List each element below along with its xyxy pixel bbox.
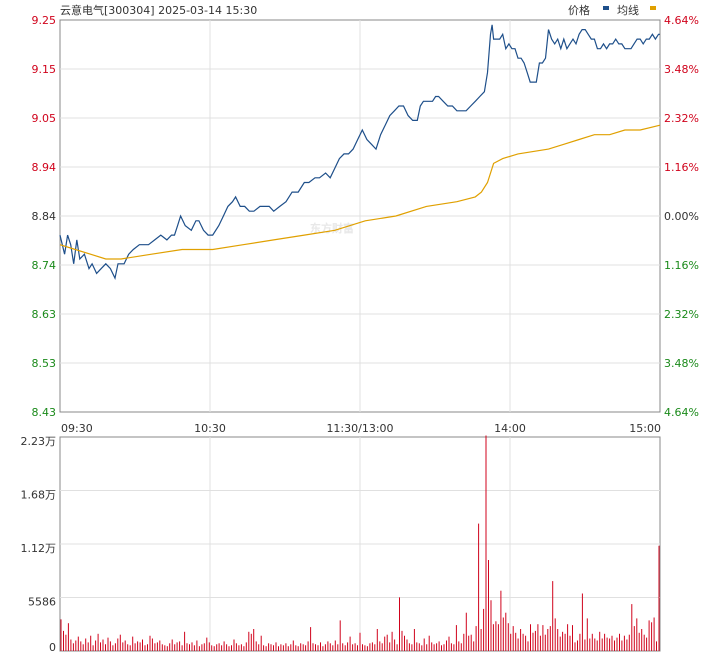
- y-left-tick-label: 8.84: [32, 210, 57, 223]
- y-left-tick-label: 8.74: [32, 259, 57, 272]
- legend-avg-label: 均线: [617, 3, 639, 17]
- y-left-tick-label: 9.05: [32, 112, 57, 125]
- y-left-tick-label: 8.63: [32, 308, 57, 321]
- x-tick-label: 10:30: [194, 422, 226, 435]
- x-tick-label: 14:00: [494, 422, 526, 435]
- price-series-line: [59, 24, 660, 280]
- price-panel: 9.25 4.64% 9.15 3.48% 9.05 2.32% 8.94 1.16% 8.84…: [32, 14, 699, 435]
- y-left-tick-label: 9.15: [32, 63, 57, 76]
- y-right-tick-label: 2.32%: [664, 308, 699, 321]
- volume-y-tick-label: 2.23万: [21, 435, 57, 448]
- watermark: 东方财富: [310, 221, 354, 235]
- legend-price-swatch: [603, 6, 609, 10]
- chart-title: 云意电气[300304] 2025-03-14 15:30: [60, 3, 257, 17]
- y-right-tick-label: 3.48%: [664, 357, 699, 370]
- x-tick-label: 11:30/13:00: [326, 422, 393, 435]
- volume-y-tick-label: 1.68万: [21, 489, 57, 502]
- y-right-tick-label: 2.32%: [664, 112, 699, 125]
- y-right-tick-label: 4.64%: [664, 14, 699, 27]
- y-right-tick-label: 1.16%: [664, 161, 699, 174]
- y-right-tick-label: 1.16%: [664, 259, 699, 272]
- y-left-tick-label: 8.53: [32, 357, 57, 370]
- y-left-tick-label: 8.94: [32, 161, 57, 174]
- y-right-tick-label: 0.00%: [664, 210, 699, 223]
- y-left-tick-label: 9.25: [32, 14, 57, 27]
- volume-y-tick-label: 0: [49, 641, 56, 654]
- y-right-tick-label: 3.48%: [664, 63, 699, 76]
- legend-avg-swatch: [650, 6, 656, 10]
- y-right-tick-label: 4.64%: [664, 406, 699, 419]
- y-left-tick-label: 8.43: [32, 406, 57, 419]
- volume-y-tick-label: 1.12万: [21, 542, 57, 555]
- volume-panel: 2.23万 1.68万 1.12万 5586 0: [21, 435, 661, 654]
- volume-y-tick-label: 5586: [28, 596, 56, 609]
- legend-price-label: 价格: [568, 3, 590, 17]
- avg-series-line: [59, 124, 661, 260]
- x-tick-label: 15:00: [629, 422, 661, 435]
- x-tick-label: 09:30: [61, 422, 93, 435]
